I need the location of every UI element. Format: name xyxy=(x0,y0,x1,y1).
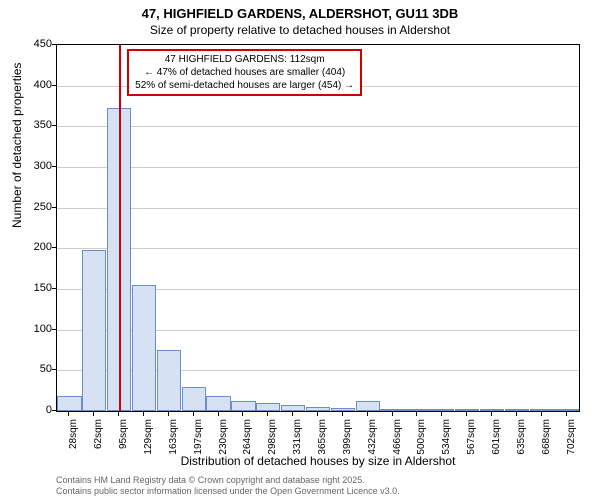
x-tick-mark xyxy=(242,412,243,416)
x-tick-label: 197sqm xyxy=(193,419,204,459)
y-tick-label: 50 xyxy=(14,363,52,375)
histogram-bar xyxy=(132,285,156,411)
y-tick-label: 0 xyxy=(14,404,52,416)
y-tick-label: 150 xyxy=(14,282,52,294)
y-tick-label: 450 xyxy=(14,38,52,50)
plot-area: 47 HIGHFIELD GARDENS: 112sqm← 47% of det… xyxy=(56,44,580,412)
histogram-bar xyxy=(231,401,255,411)
histogram-bar xyxy=(480,409,504,411)
x-tick-label: 298sqm xyxy=(267,419,278,459)
histogram-bar xyxy=(206,396,230,411)
footer-line-2: Contains public sector information licen… xyxy=(56,486,400,497)
x-tick-label: 432sqm xyxy=(367,419,378,459)
x-tick-mark xyxy=(516,412,517,416)
y-tick-mark xyxy=(52,166,56,167)
x-tick-mark xyxy=(416,412,417,416)
histogram-bar xyxy=(82,250,106,411)
gridline xyxy=(57,126,579,127)
x-tick-label: 500sqm xyxy=(416,419,427,459)
chart-container: 47, HIGHFIELD GARDENS, ALDERSHOT, GU11 3… xyxy=(0,0,600,500)
histogram-bar xyxy=(554,409,578,411)
x-tick-mark xyxy=(367,412,368,416)
y-tick-label: 400 xyxy=(14,79,52,91)
y-tick-mark xyxy=(52,85,56,86)
annotation-box: 47 HIGHFIELD GARDENS: 112sqm← 47% of det… xyxy=(127,49,362,96)
y-tick-label: 100 xyxy=(14,323,52,335)
x-tick-label: 668sqm xyxy=(541,419,552,459)
histogram-bar xyxy=(281,405,305,412)
histogram-bar xyxy=(57,396,81,411)
chart-title: 47, HIGHFIELD GARDENS, ALDERSHOT, GU11 3… xyxy=(0,0,600,21)
y-tick-label: 350 xyxy=(14,119,52,131)
y-tick-mark xyxy=(52,288,56,289)
annotation-line: 52% of semi-detached houses are larger (… xyxy=(135,79,354,92)
x-tick-mark xyxy=(68,412,69,416)
x-tick-mark xyxy=(491,412,492,416)
footer-attribution: Contains HM Land Registry data © Crown c… xyxy=(56,475,400,497)
histogram-bar xyxy=(505,409,529,411)
x-tick-label: 62sqm xyxy=(93,419,104,459)
histogram-bar xyxy=(380,409,404,411)
x-tick-label: 601sqm xyxy=(491,419,502,459)
property-marker-line xyxy=(119,45,121,411)
x-tick-label: 129sqm xyxy=(143,419,154,459)
x-tick-label: 331sqm xyxy=(292,419,303,459)
x-tick-mark xyxy=(143,412,144,416)
x-tick-label: 95sqm xyxy=(118,419,129,459)
x-tick-mark xyxy=(218,412,219,416)
chart-subtitle: Size of property relative to detached ho… xyxy=(0,23,600,37)
x-tick-label: 163sqm xyxy=(168,419,179,459)
gridline xyxy=(57,208,579,209)
x-tick-mark xyxy=(566,412,567,416)
x-tick-mark xyxy=(168,412,169,416)
y-tick-label: 300 xyxy=(14,160,52,172)
gridline xyxy=(57,167,579,168)
x-tick-mark xyxy=(441,412,442,416)
x-tick-mark xyxy=(541,412,542,416)
x-tick-label: 399sqm xyxy=(342,419,353,459)
x-tick-mark xyxy=(292,412,293,416)
x-tick-mark xyxy=(93,412,94,416)
gridline xyxy=(57,248,579,249)
x-tick-mark xyxy=(342,412,343,416)
histogram-bar xyxy=(306,407,330,411)
y-tick-mark xyxy=(52,329,56,330)
x-tick-mark xyxy=(392,412,393,416)
x-tick-label: 365sqm xyxy=(317,419,328,459)
y-tick-label: 200 xyxy=(14,241,52,253)
x-tick-mark xyxy=(193,412,194,416)
x-tick-label: 466sqm xyxy=(392,419,403,459)
annotation-line: ← 47% of detached houses are smaller (40… xyxy=(135,66,354,79)
histogram-bar xyxy=(455,409,479,411)
x-tick-mark xyxy=(317,412,318,416)
y-tick-mark xyxy=(52,247,56,248)
x-tick-label: 230sqm xyxy=(218,419,229,459)
histogram-bar xyxy=(405,409,429,411)
histogram-bar xyxy=(182,387,206,411)
x-tick-mark xyxy=(466,412,467,416)
histogram-bar xyxy=(157,350,181,411)
x-tick-mark xyxy=(267,412,268,416)
y-tick-label: 250 xyxy=(14,201,52,213)
y-tick-mark xyxy=(52,369,56,370)
histogram-bar xyxy=(430,409,454,411)
x-tick-label: 264sqm xyxy=(242,419,253,459)
histogram-bar xyxy=(331,408,355,411)
x-tick-label: 534sqm xyxy=(441,419,452,459)
histogram-bar xyxy=(530,409,554,411)
x-tick-label: 635sqm xyxy=(516,419,527,459)
y-tick-mark xyxy=(52,207,56,208)
x-tick-mark xyxy=(118,412,119,416)
y-tick-mark xyxy=(52,410,56,411)
x-tick-label: 28sqm xyxy=(68,419,79,459)
x-tick-label: 702sqm xyxy=(566,419,577,459)
footer-line-1: Contains HM Land Registry data © Crown c… xyxy=(56,475,400,486)
annotation-line: 47 HIGHFIELD GARDENS: 112sqm xyxy=(135,53,354,66)
y-tick-mark xyxy=(52,125,56,126)
histogram-bar xyxy=(356,401,380,411)
x-tick-label: 567sqm xyxy=(466,419,477,459)
y-tick-mark xyxy=(52,44,56,45)
histogram-bar xyxy=(256,403,280,411)
